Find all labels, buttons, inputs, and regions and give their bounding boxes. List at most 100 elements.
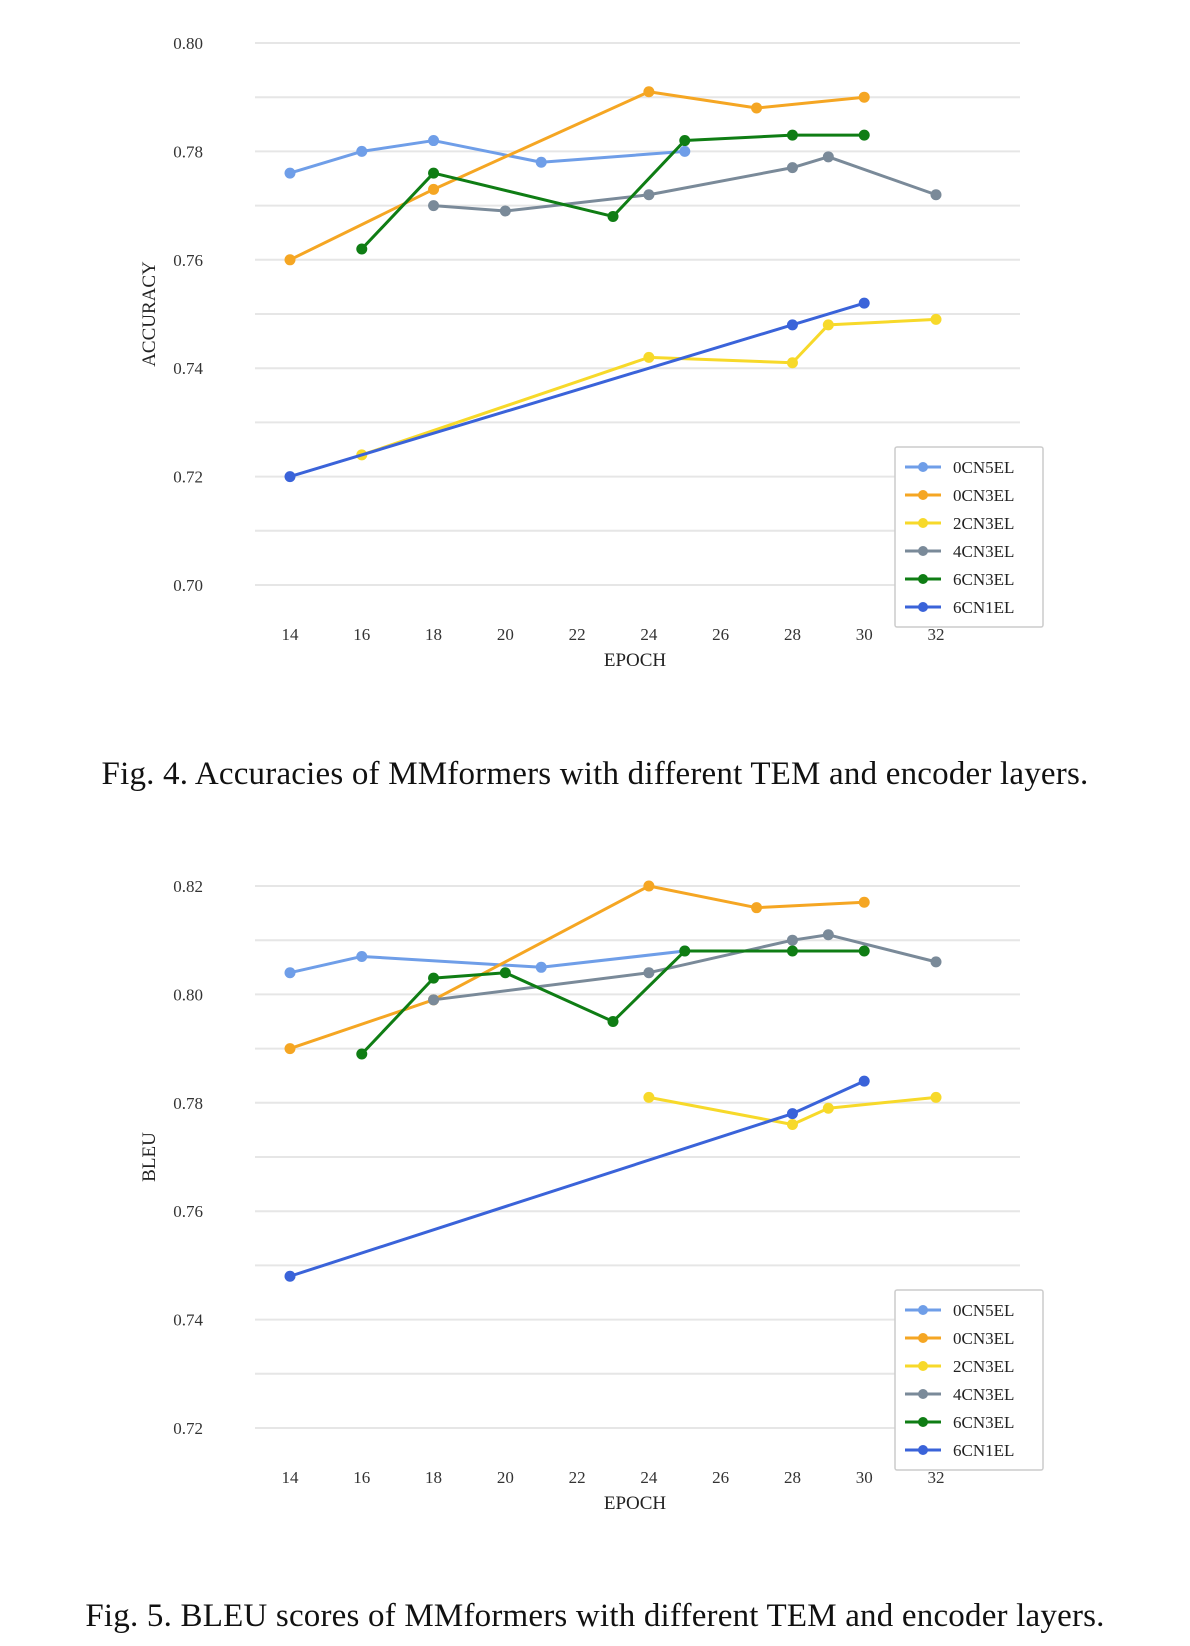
data-point: [858, 1075, 870, 1087]
series-0CN3EL: [284, 86, 870, 266]
data-point: [679, 135, 691, 147]
data-point: [786, 934, 798, 946]
legend-label: 0CN5EL: [953, 458, 1014, 477]
legend-item: 6CN3EL: [905, 1413, 1014, 1432]
y-tick-label: 0.76: [173, 251, 203, 270]
data-point: [751, 902, 763, 914]
y-tick-label: 0.82: [173, 877, 203, 896]
x-tick-label: 30: [856, 625, 873, 644]
legend-label: 6CN3EL: [953, 1413, 1014, 1432]
data-point: [643, 351, 655, 363]
legend-label: 4CN3EL: [953, 1385, 1014, 1404]
series-line: [648, 1095, 937, 1126]
data-point: [499, 205, 511, 217]
data-point: [643, 880, 655, 892]
y-tick-label: 0.72: [173, 1419, 203, 1438]
gridlines: [255, 885, 1020, 1429]
legend-marker: [918, 574, 928, 584]
series-0CN3EL: [284, 880, 870, 1055]
legend-label: 0CN3EL: [953, 486, 1014, 505]
data-point: [786, 129, 798, 141]
x-tick-label: 20: [497, 625, 514, 644]
bleu-chart: 0.72 0.74 0.76 0.78 0.80 0.82 14 16 18 20 22 24 26 28…: [139, 877, 1044, 1514]
legend-marker: [918, 546, 928, 556]
legend-label: 2CN3EL: [953, 1357, 1014, 1376]
legend-label: 6CN1EL: [953, 1441, 1014, 1460]
series-line: [289, 139, 685, 175]
legend-marker: [918, 1389, 928, 1399]
legend: 0CN5EL 0CN3EL 2CN3EL 4CN3EL 6CN3EL 6CN1EL: [894, 446, 1044, 628]
legend-label: 4CN3EL: [953, 542, 1014, 561]
legend-label: 0CN5EL: [953, 1301, 1014, 1320]
data-point: [858, 945, 870, 957]
x-tick-label: 28: [784, 625, 801, 644]
data-point: [356, 243, 368, 255]
data-point: [643, 967, 655, 979]
data-point: [679, 145, 691, 157]
data-point: [428, 972, 440, 984]
series-4CN3EL: [428, 151, 942, 217]
legend-item: 6CN1EL: [905, 1441, 1014, 1460]
x-tick-label: 20: [497, 1468, 514, 1487]
data-point: [428, 994, 440, 1006]
y-tick-label: 0.78: [173, 142, 203, 161]
legend-marker: [918, 490, 928, 500]
data-point: [930, 189, 942, 201]
series-line: [289, 949, 685, 975]
legend-marker: [918, 602, 928, 612]
data-point: [356, 1048, 368, 1060]
data-point: [858, 129, 870, 141]
data-point: [428, 135, 440, 147]
series-2CN3EL: [643, 1091, 942, 1130]
legend-label: 0CN3EL: [953, 1329, 1014, 1348]
data-point: [822, 929, 834, 941]
data-point: [786, 357, 798, 369]
data-point: [679, 945, 691, 957]
data-point: [284, 167, 296, 179]
legend-item: 4CN3EL: [905, 542, 1014, 561]
y-tick-label: 0.74: [173, 1311, 203, 1330]
series-line: [360, 133, 865, 250]
legend-box: [894, 446, 1044, 628]
series-line: [433, 933, 937, 1002]
data-point: [428, 167, 440, 179]
data-point: [858, 896, 870, 908]
series-6CN1EL: [284, 297, 870, 483]
data-point: [751, 102, 763, 114]
legend-item: 2CN3EL: [905, 1357, 1014, 1376]
x-tick-label: 26: [712, 625, 729, 644]
x-tick-label: 14: [282, 625, 300, 644]
legend-box: [894, 1289, 1044, 1471]
legend-marker: [918, 1361, 928, 1371]
y-tick-label: 0.72: [173, 468, 203, 487]
data-point: [284, 967, 296, 979]
data-point: [284, 1043, 296, 1055]
x-tick-label: 24: [640, 1468, 658, 1487]
figure-5-caption: Fig. 5. BLEU scores of MMformers with di…: [85, 1598, 1105, 1634]
data-point: [858, 297, 870, 309]
series-6CN3EL: [356, 945, 870, 1060]
data-point: [643, 189, 655, 201]
legend-marker: [918, 518, 928, 528]
data-point: [643, 86, 655, 98]
accuracy-figure: 0.70 0.72 0.74 0.76 0.78 0.80 14 16 18 20 22 24 26 28…: [0, 0, 1190, 700]
series-line: [361, 317, 937, 457]
data-point: [786, 1108, 798, 1120]
legend-marker: [918, 1305, 928, 1315]
x-tick-label: 16: [353, 625, 370, 644]
y-tick-label: 0.74: [173, 359, 203, 378]
data-point: [428, 183, 440, 195]
series-4CN3EL: [428, 929, 942, 1006]
data-point: [607, 1016, 619, 1027]
data-point: [284, 254, 296, 266]
data-point: [643, 1091, 655, 1103]
data-point: [356, 145, 368, 157]
legend-marker: [918, 1445, 928, 1455]
x-tick-label: 28: [784, 1468, 801, 1487]
legend-item: 2CN3EL: [905, 514, 1014, 533]
gridlines: [255, 42, 1020, 586]
data-point: [356, 950, 368, 962]
y-tick-label: 0.80: [173, 985, 203, 1004]
data-point: [822, 151, 834, 163]
series-6CN1EL: [284, 1075, 870, 1282]
